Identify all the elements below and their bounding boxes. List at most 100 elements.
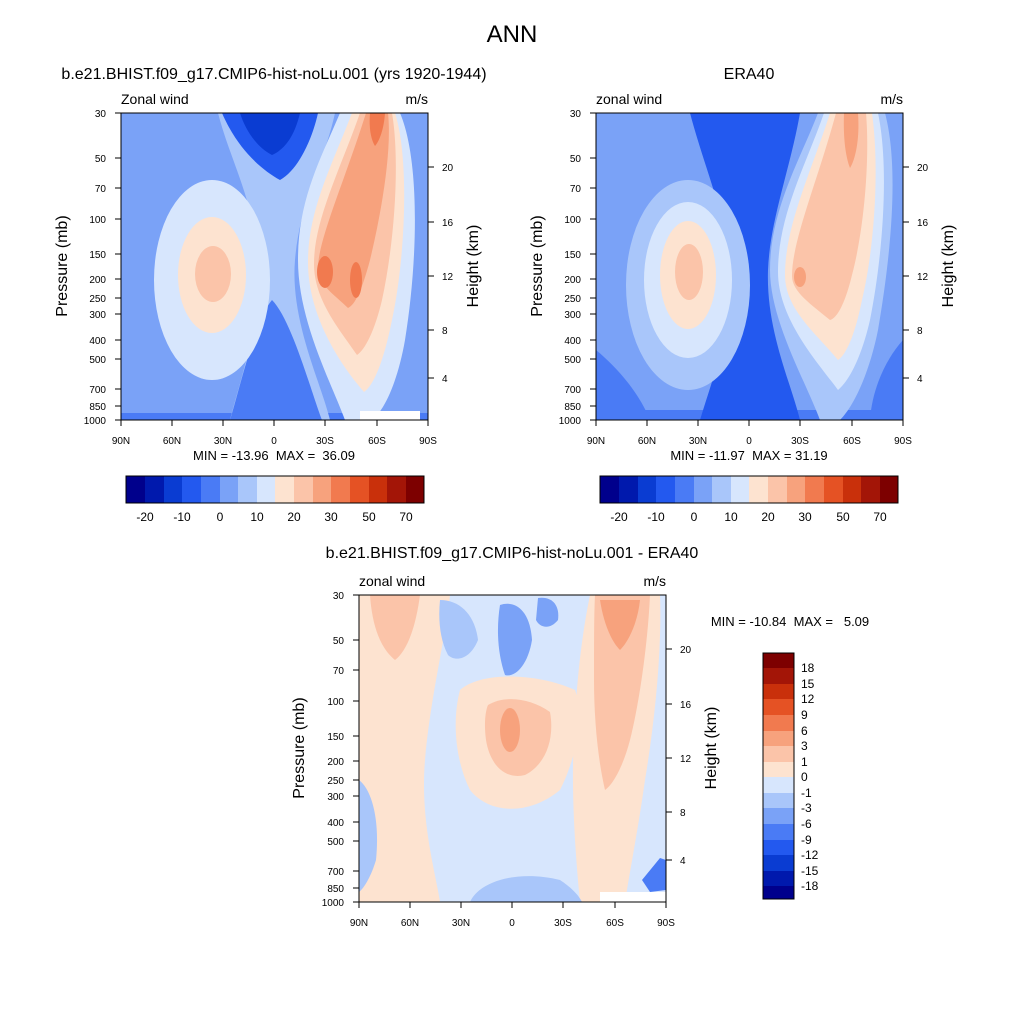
- contour-band-highlat-north: [596, 350, 650, 420]
- contour-band-sh-surface-negative: [642, 858, 666, 892]
- missing-data-mask: [360, 411, 420, 420]
- units-label: m/s: [643, 573, 666, 589]
- colorbar-label: -12: [801, 848, 819, 862]
- y-tick-label: 100: [327, 697, 344, 708]
- contour-field: [596, 113, 903, 420]
- colorbar-label: 9: [801, 708, 808, 722]
- y2-tick-label: 8: [442, 326, 448, 337]
- colorbar-label: -10: [173, 510, 191, 524]
- colorbar-label: 0: [801, 770, 808, 784]
- colorbar-label: 10: [724, 510, 738, 524]
- contour-band-strat-negative-3: [536, 597, 559, 627]
- colorbar-swatch: [763, 855, 794, 871]
- y-axis-ticks: 30 50 70 100 150 200 250 300 400 500 700…: [322, 591, 359, 909]
- colorbar-swatch: [763, 746, 794, 762]
- colorbar-swatch: [763, 762, 794, 777]
- y2-axis-title: Height (km): [940, 225, 957, 308]
- y-tick-label: 200: [89, 275, 106, 286]
- colorbar-swatch: [768, 476, 787, 503]
- y-axis-ticks: 30 50 70 100 150 200 250 300 400 500 700…: [84, 109, 121, 427]
- colorbar-swatch: [763, 684, 794, 699]
- colorbar-label: -18: [801, 879, 819, 893]
- colorbar-swatch: [331, 476, 350, 503]
- x-tick-label: 90S: [419, 436, 437, 447]
- colorbar-swatch: [145, 476, 164, 503]
- min-max-readout: MIN = -10.84 MAX = 5.09: [711, 614, 869, 629]
- contour-band-nh-core: [195, 246, 231, 302]
- colorbar-label: -6: [801, 817, 812, 831]
- colorbar-label: 1: [801, 755, 808, 769]
- contour-band-sh-positive-core: [600, 600, 640, 650]
- units-label: m/s: [405, 91, 428, 107]
- colorbar-label: 30: [324, 510, 338, 524]
- y-tick-label: 70: [333, 666, 345, 677]
- colorbar-swatch: [749, 476, 768, 503]
- variable-label: zonal wind: [596, 91, 662, 107]
- y-tick-label: 50: [333, 636, 345, 647]
- variable-label: zonal wind: [359, 573, 425, 589]
- min-max-readout: MIN = -13.96 MAX = 36.09: [193, 448, 355, 463]
- colorbar-frame: [599, 475, 899, 504]
- colorbar-label: 50: [362, 510, 376, 524]
- x-tick-label: 60N: [163, 436, 181, 447]
- colorbar-label: 6: [801, 724, 808, 738]
- colorbar-swatch: [763, 731, 794, 746]
- y-tick-label: 700: [89, 385, 106, 396]
- colorbar-swatch: [763, 777, 794, 793]
- x-tick-label: 90S: [657, 918, 675, 929]
- colorbar-swatch: [763, 715, 794, 731]
- x-tick-label: 0: [746, 436, 752, 447]
- x-tick-label: 0: [271, 436, 277, 447]
- colorbar-swatch: [257, 476, 275, 503]
- y-tick-label: 1000: [559, 416, 582, 427]
- x-axis-ticks: 90N 60N 30N 0 30S 60S 90S: [587, 420, 912, 447]
- y-tick-label: 300: [89, 310, 106, 321]
- min-value: -10.84: [750, 614, 787, 629]
- max-value: 36.09: [322, 448, 355, 463]
- colorbar-label: 70: [873, 510, 887, 524]
- contour-band-nh-core: [675, 244, 703, 300]
- y-tick-label: 850: [564, 402, 581, 413]
- colorbar-label: 50: [836, 510, 850, 524]
- y-tick-label: 250: [327, 776, 344, 787]
- y2-tick-label: 12: [442, 272, 454, 283]
- y2-tick-label: 8: [917, 326, 923, 337]
- min-label: MIN: [670, 448, 694, 463]
- colorbar-swatch: [861, 476, 880, 503]
- colorbar-label: -1: [801, 786, 812, 800]
- y2-axis-title: Height (km): [703, 707, 720, 790]
- contour-band-tropical-peak: [500, 708, 520, 752]
- max-label: MAX: [794, 614, 823, 629]
- colorbar-swatch: [201, 476, 220, 503]
- y-tick-label: 30: [95, 109, 107, 120]
- colorbar-swatch: [182, 476, 201, 503]
- colorbar-swatch: [619, 476, 638, 503]
- colorbar-swatch: [638, 476, 656, 503]
- y-tick-label: 100: [564, 215, 581, 226]
- panel-diff: b.e21.BHIST.f09_g17.CMIP6-hist-noLu.001 …: [291, 545, 869, 929]
- x-tick-label: 60S: [606, 918, 624, 929]
- panel-obs: ERA40 zonal wind m/s 30 50 7: [529, 66, 957, 524]
- max-label: MAX: [752, 448, 781, 463]
- y-tick-label: 850: [327, 884, 344, 895]
- y2-axis-ticks: 4 8 12 16 20: [428, 163, 454, 385]
- colorbar-swatch: [763, 793, 794, 808]
- x-tick-label: 30N: [452, 918, 470, 929]
- contour-band-lower-easterly: [230, 300, 322, 420]
- x-tick-label: 90N: [112, 436, 130, 447]
- y-tick-label: 700: [564, 385, 581, 396]
- colorbar-swatch: [126, 476, 145, 503]
- colorbar-swatch: [824, 476, 843, 503]
- y-tick-label: 500: [564, 355, 581, 366]
- contour-band-strat-easterly-core: [240, 113, 300, 155]
- contour-band-tropical-easterly: [218, 113, 335, 420]
- figure-title: ANN: [487, 21, 538, 48]
- colorbar-swatch: [843, 476, 861, 503]
- y-tick-label: 400: [89, 336, 106, 347]
- variable-label: Zonal wind: [121, 91, 189, 107]
- y2-tick-label: 4: [680, 856, 686, 867]
- x-tick-label: 60S: [843, 436, 861, 447]
- min-label: MIN: [193, 448, 217, 463]
- y2-axis-ticks: 4 8 12 16 20: [666, 645, 692, 867]
